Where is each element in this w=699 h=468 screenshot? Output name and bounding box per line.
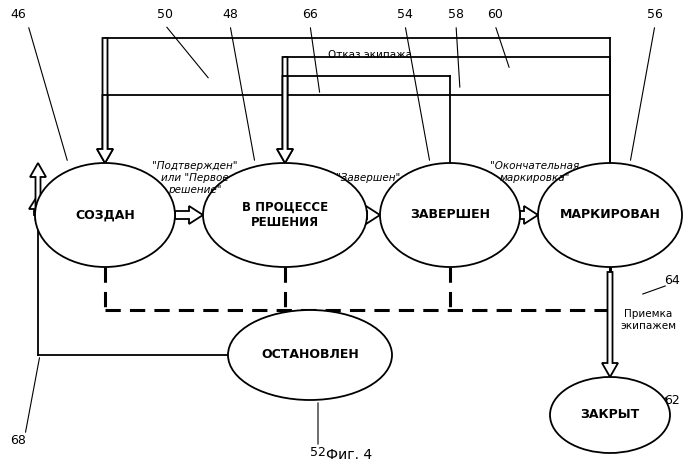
- Text: Фиг. 4: Фиг. 4: [326, 448, 373, 462]
- Text: 60: 60: [487, 7, 503, 21]
- Text: Приемка
экипажем: Приемка экипажем: [620, 309, 676, 331]
- Text: 66: 66: [302, 7, 318, 21]
- Ellipse shape: [203, 163, 367, 267]
- Ellipse shape: [228, 310, 392, 400]
- Text: 68: 68: [10, 433, 26, 446]
- Text: ОСТАНОВЛЕН: ОСТАНОВЛЕН: [261, 349, 359, 361]
- Text: "Завершен": "Завершен": [336, 173, 400, 183]
- Text: 50: 50: [157, 7, 173, 21]
- Text: 52: 52: [310, 446, 326, 459]
- Text: 48: 48: [222, 7, 238, 21]
- Text: В ПРОЦЕССЕ
РЕШЕНИЯ: В ПРОЦЕССЕ РЕШЕНИЯ: [242, 201, 328, 229]
- FancyArrow shape: [175, 206, 203, 224]
- FancyArrow shape: [97, 95, 113, 163]
- Text: Отказ экипажа: Отказ экипажа: [328, 50, 412, 60]
- FancyArrow shape: [29, 195, 47, 215]
- FancyArrow shape: [277, 76, 293, 163]
- FancyArrow shape: [366, 206, 380, 224]
- Ellipse shape: [35, 163, 175, 267]
- Text: 58: 58: [448, 7, 464, 21]
- Text: 56: 56: [647, 7, 663, 21]
- Text: 62: 62: [664, 394, 680, 407]
- Text: МАРКИРОВАН: МАРКИРОВАН: [560, 209, 661, 221]
- FancyArrow shape: [30, 163, 46, 220]
- FancyArrow shape: [602, 272, 618, 377]
- FancyArrow shape: [97, 38, 113, 163]
- Text: "Окончательная
маркировка": "Окончательная маркировка": [491, 161, 579, 183]
- Text: СОЗДАН: СОЗДАН: [75, 209, 135, 221]
- Text: "Подтвержден"
или "Первое
решение": "Подтвержден" или "Первое решение": [152, 161, 238, 195]
- Text: 54: 54: [397, 7, 413, 21]
- Text: ЗАКРЫТ: ЗАКРЫТ: [580, 409, 640, 422]
- Text: 64: 64: [664, 273, 680, 286]
- FancyArrow shape: [277, 57, 293, 163]
- Ellipse shape: [538, 163, 682, 267]
- Ellipse shape: [550, 377, 670, 453]
- FancyArrow shape: [520, 206, 538, 224]
- Ellipse shape: [380, 163, 520, 267]
- Text: 46: 46: [10, 7, 26, 21]
- Text: ЗАВЕРШЕН: ЗАВЕРШЕН: [410, 209, 490, 221]
